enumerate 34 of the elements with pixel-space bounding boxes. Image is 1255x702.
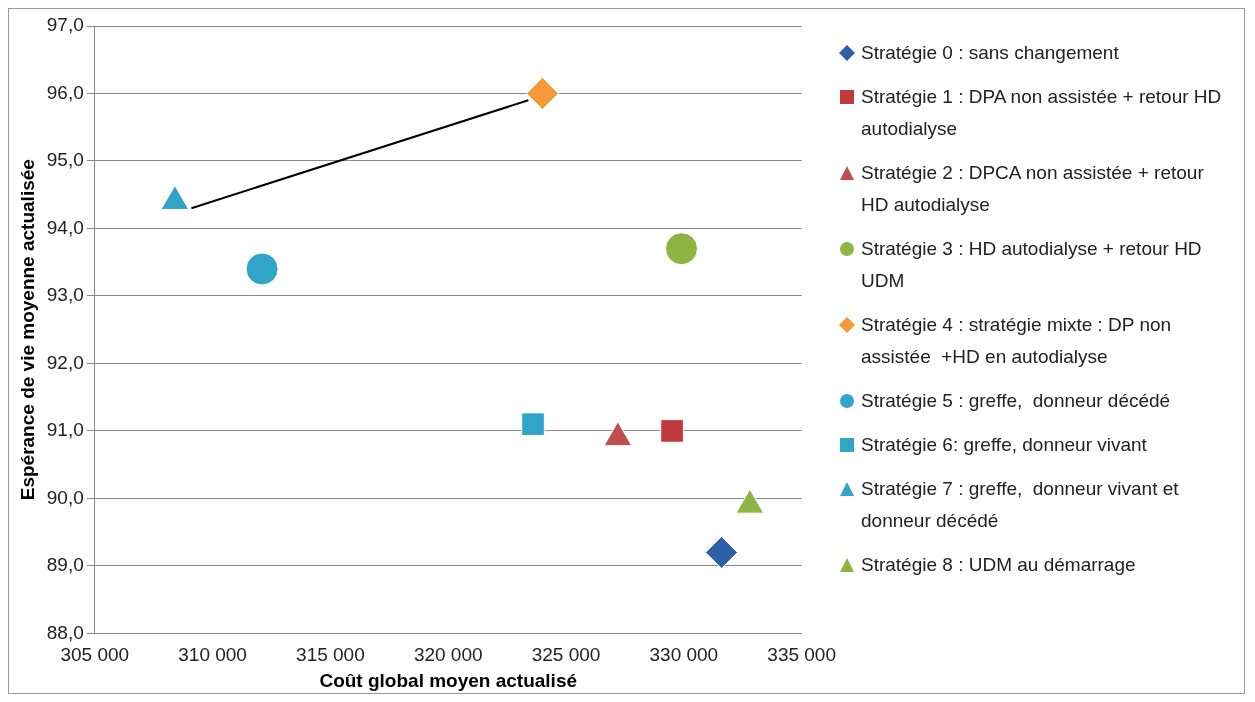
y-tick-label: 97,0: [46, 14, 84, 36]
y-tick-label: 90,0: [46, 486, 84, 508]
legend-label: Stratégie 5 : greffe, donneur décédé: [861, 389, 1171, 413]
y-tick-label: 92,0: [46, 351, 84, 373]
x-tick-label: 325 000: [531, 644, 601, 666]
y-tick-label: 93,0: [46, 284, 84, 306]
legend-label: Stratégie 6: greffe, donneur vivant: [861, 433, 1147, 457]
point: [664, 232, 698, 266]
y-tick-label: 89,0: [46, 554, 84, 576]
x-tick-label: 335 000: [767, 644, 836, 666]
x-tick-label: 330 000: [649, 644, 719, 666]
legend-label: Stratégie 3 : HD autodialyse + retour HD UDM: [861, 237, 1203, 293]
point: [705, 535, 739, 569]
y-tick-label: 96,0: [46, 81, 84, 103]
legend-label: Stratégie 1 : DPA non assistée + retour HD autodialyse: [861, 85, 1223, 141]
point: [521, 412, 545, 436]
legend-label: Stratégie 0 : sans changement: [861, 41, 1119, 65]
point: [660, 419, 684, 443]
y-tick-label: 94,0: [46, 216, 84, 238]
y-tick-label: 91,0: [46, 419, 84, 441]
y-axis-title: Espérance de vie moyenne actualisée: [16, 159, 38, 501]
x-tick-label: 315 000: [296, 644, 365, 666]
x-tick-label: 305 000: [60, 644, 130, 666]
legend-label: Stratégie 8 : UDM au démarrage: [861, 553, 1136, 577]
x-axis-title: Coût global moyen actualisé: [319, 669, 578, 691]
legend-label: Stratégie 7 : greffe, donneur vivant et donneur décédé: [861, 477, 1180, 533]
y-tick-label: 95,0: [46, 149, 84, 171]
x-tick-label: 320 000: [413, 644, 483, 666]
legend-label: Stratégie 2 : DPCA non assistée + retour HD autodialyse: [861, 161, 1205, 217]
point: [525, 76, 559, 110]
x-tick-label: 310 000: [178, 644, 247, 666]
point: [245, 252, 279, 286]
legend-label: Stratégie 4 : stratégie mixte : DP non assistée +HD en autodialyse: [861, 313, 1173, 369]
y-tick-label: 88,0: [46, 621, 84, 643]
